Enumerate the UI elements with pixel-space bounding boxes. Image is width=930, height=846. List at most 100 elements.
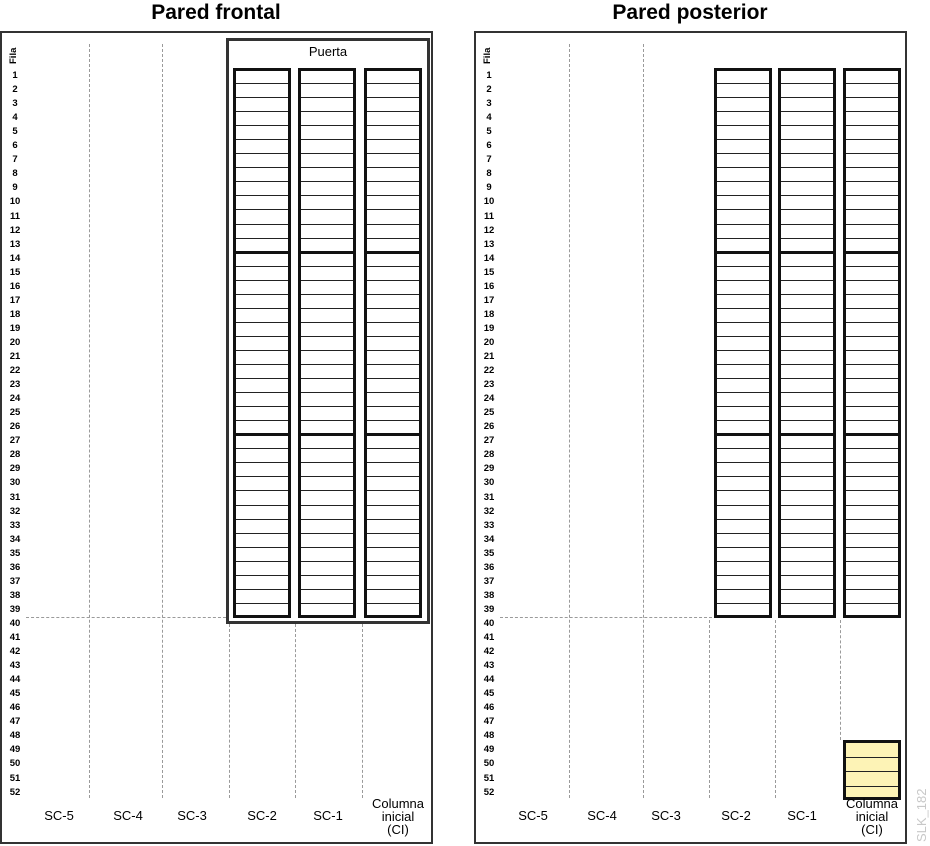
row-number: 41	[9, 632, 21, 643]
cartridge-slot-divider	[301, 307, 353, 309]
row-number: 6	[486, 140, 492, 152]
cartridge-slot-divider	[301, 349, 353, 351]
cartridge-slot-divider	[301, 560, 353, 562]
row-number: 44	[9, 674, 21, 686]
row-number: 45	[483, 688, 495, 700]
row-number: 7	[486, 154, 492, 166]
row-number: 4	[486, 112, 492, 124]
cartridge-slot-divider	[781, 532, 833, 534]
cartridge-slot-divider	[846, 307, 898, 309]
cartridge-slot-divider	[846, 265, 898, 267]
cartridge-slot-divider	[236, 335, 288, 337]
cartridge-slot-divider	[236, 349, 288, 351]
cartridge-slot-divider	[717, 560, 769, 562]
row-number: 4	[12, 112, 18, 124]
cartridge-slot-divider	[236, 237, 288, 239]
cartridge-slot-divider	[717, 265, 769, 267]
row-number: 16	[483, 280, 495, 292]
row-number: 17	[9, 294, 21, 306]
cartridge-slot-divider	[717, 279, 769, 281]
column-guide-dashed	[229, 624, 230, 798]
row-number: 26	[483, 421, 495, 433]
row-40-guide-dashed	[500, 617, 712, 618]
column-label: SC-3	[177, 808, 207, 823]
row-number: 9	[12, 182, 18, 194]
cartridge-slot-divider	[236, 462, 288, 464]
cartridge-slot-divider	[367, 588, 419, 590]
column-label: Columna inicial (CI)	[371, 796, 425, 837]
row-number: 8	[486, 168, 492, 180]
cartridge-slot-divider	[717, 83, 769, 85]
cartridge-slot-divider	[781, 181, 833, 183]
row-number: 20	[483, 336, 495, 348]
cartridge-slot-divider	[717, 167, 769, 169]
cartridge-slot-divider	[236, 153, 288, 155]
slot-group-separator	[364, 433, 422, 437]
row-number: 15	[483, 266, 495, 278]
row-number: 52	[9, 786, 21, 798]
row-number: 2	[12, 84, 18, 96]
row-number: 37	[9, 575, 21, 587]
slot-group-separator	[233, 433, 291, 437]
row-number: 11	[9, 210, 21, 222]
cartridge-slot-divider	[367, 139, 419, 141]
slot-group-separator	[233, 250, 291, 254]
cartridge-slot-divider	[717, 518, 769, 520]
cartridge-slot-divider	[367, 195, 419, 197]
slot-group-separator	[778, 250, 836, 254]
cartridge-slot-divider	[367, 546, 419, 548]
cartridge-slot-divider	[717, 392, 769, 394]
row-number: 5	[486, 126, 492, 138]
cartridge-slot-divider	[236, 546, 288, 548]
cartridge-slot-divider	[367, 321, 419, 323]
row-number: 35	[9, 547, 21, 559]
column-guide-dashed	[89, 44, 90, 798]
cartridge-slot-divider	[367, 307, 419, 309]
cartridge-slot-divider	[236, 518, 288, 520]
row-number: 21	[9, 351, 21, 362]
cartridge-slot-divider	[781, 195, 833, 197]
cartridge-slot-divider	[301, 602, 353, 604]
cartridge-slot-divider	[781, 349, 833, 351]
cartridge-slot-divider	[236, 378, 288, 380]
row-number: 11	[483, 210, 495, 222]
row-number: 39	[9, 603, 21, 615]
row-number: 12	[483, 224, 495, 236]
row-number: 40	[9, 617, 21, 629]
row-number: 30	[483, 477, 495, 489]
row-number: 46	[9, 702, 21, 714]
row-number: 3	[486, 98, 492, 110]
cartridge-slot-divider	[236, 364, 288, 366]
column-label: Columna inicial (CI)	[845, 796, 899, 837]
storage-column-rows-1-39	[778, 68, 836, 618]
cartridge-slot-divider	[781, 279, 833, 281]
row-number: 25	[483, 407, 495, 419]
cartridge-slot-divider	[846, 153, 898, 155]
cartridge-slot-divider	[301, 83, 353, 85]
cartridge-slot-divider	[301, 97, 353, 99]
column-label: SC-1	[313, 808, 343, 823]
row-number: 43	[9, 660, 21, 672]
figure-id-watermark: SLK_182	[914, 788, 929, 843]
row-number: 47	[483, 716, 495, 728]
row-number: 26	[9, 421, 21, 433]
column-guide-dashed	[569, 44, 570, 798]
cartridge-slot-divider	[717, 181, 769, 183]
cartridge-slot-divider	[301, 181, 353, 183]
cartridge-slot-divider	[846, 237, 898, 239]
cartridge-slot-divider	[236, 406, 288, 408]
cartridge-slot-divider	[846, 335, 898, 337]
cartridge-slot-divider	[367, 153, 419, 155]
row-number: 38	[483, 589, 495, 601]
cartridge-slot-divider	[367, 181, 419, 183]
cartridge-slot-divider	[367, 532, 419, 534]
cartridge-slot-divider	[846, 83, 898, 85]
row-number: 25	[9, 407, 21, 419]
row-number: 29	[483, 463, 495, 475]
row-number: 9	[486, 182, 492, 194]
row-number: 2	[486, 84, 492, 96]
column-guide-dashed	[162, 44, 163, 798]
row-number: 38	[9, 589, 21, 601]
cartridge-slot-divider	[301, 223, 353, 225]
column-label: SC-3	[651, 808, 681, 823]
